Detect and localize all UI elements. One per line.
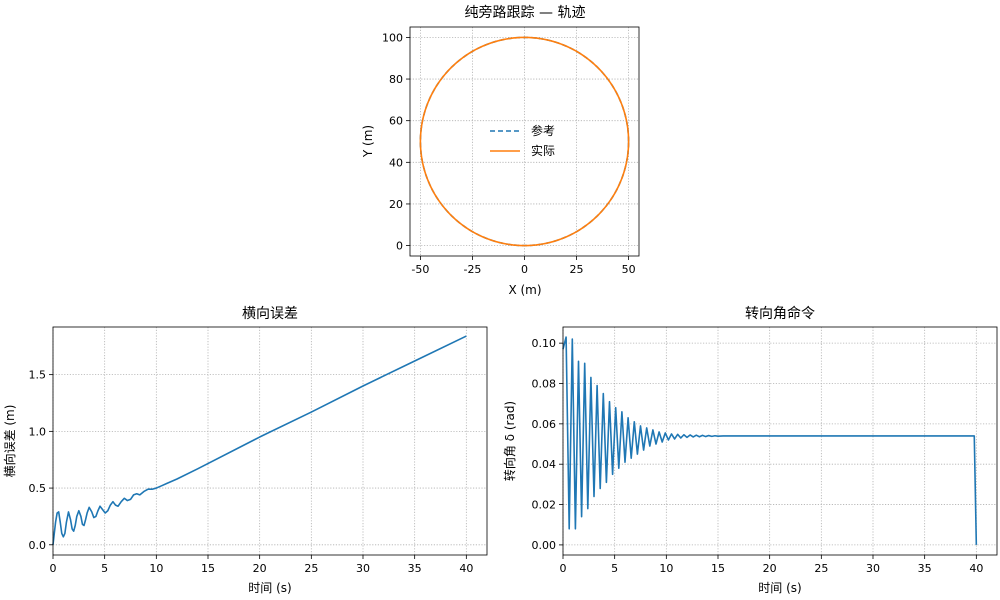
steering-y-tick-label: 0.02	[532, 499, 557, 512]
lateral-error-x-tick-label: 30	[356, 562, 370, 575]
steering-panel: 转向角命令 0 5 10 15 20 25 30 35 40 0.00 0.02 0.04 0.06 0.…	[502, 305, 998, 595]
trajectory-y-tick-label: 40	[389, 156, 403, 169]
trajectory-x-tick-label: -50	[411, 263, 429, 276]
steering-x-label: 时间 (s)	[758, 581, 801, 595]
lateral-error-x-label: 时间 (s)	[248, 581, 291, 595]
lateral-error-y-label: 横向误差 (m)	[2, 405, 17, 478]
steering-x-tick-label: 0	[560, 562, 567, 575]
trajectory-x-tick-label: -25	[463, 263, 481, 276]
lateral-error-x-tick-label: 0	[50, 562, 57, 575]
trajectory-y-tick-label: 0	[396, 240, 403, 253]
trajectory-y-tick-label: 80	[389, 73, 403, 86]
lateral-error-x-tick-label: 20	[253, 562, 267, 575]
lateral-error-axes-frame	[52, 326, 488, 556]
steering-y-tick-label: 0.08	[532, 377, 557, 390]
steering-series-line-1	[562, 336, 978, 545]
trajectory-x-tick-label: 25	[570, 263, 584, 276]
trajectory-y-tick-label: 20	[389, 198, 403, 211]
steering-x-tick-label: 30	[866, 562, 880, 575]
trajectory-title: 纯旁路跟踪 — 轨迹	[465, 4, 586, 21]
lateral-error-series-line-1	[52, 335, 467, 545]
steering-y-label: 转向角 δ (rad)	[502, 401, 517, 481]
legend-reference-label: 参考	[531, 123, 555, 138]
trajectory-panel: 纯旁路跟踪 — 轨迹 -50 -25 0 25 50 0 20 40 60 80 100 X (m)…	[361, 4, 640, 297]
lateral-error-title: 横向误差	[242, 306, 298, 322]
steering-y-tick-label: 0.06	[532, 418, 557, 431]
steering-axes-frame	[562, 326, 998, 556]
steering-y-tick-label: 0.04	[532, 458, 557, 471]
steering-y-tick-label: 0.00	[532, 539, 557, 552]
lateral-error-y-tick-label: 0.0	[29, 539, 47, 552]
lateral-error-y-tick-label: 0.5	[29, 482, 47, 495]
steering-x-tick-label: 40	[969, 562, 983, 575]
lateral-error-y-tick-label: 1.0	[29, 425, 47, 438]
steering-x-tick-label: 10	[659, 562, 673, 575]
trajectory-y-label: Y (m)	[361, 125, 375, 158]
trajectory-y-tick-label: 100	[382, 31, 403, 44]
lateral-error-x-tick-label: 25	[304, 562, 318, 575]
lateral-error-x-tick-label: 5	[101, 562, 108, 575]
trajectory-y-tick-label: 60	[389, 115, 403, 128]
steering-x-tick-label: 15	[711, 562, 725, 575]
steering-y-tick-label: 0.10	[532, 337, 557, 350]
trajectory-series-line-1	[419, 36, 630, 247]
trajectory-series-line-2	[419, 36, 630, 247]
lateral-error-x-tick-label: 35	[408, 562, 422, 575]
lateral-error-x-tick-label: 10	[149, 562, 163, 575]
lateral-error-y-tick-label: 1.5	[29, 369, 47, 382]
lateral-error-panel: 横向误差 0 5 10 15 20 25 30 35 40 0.0 0.5 1.0 1.5 时间 (s)…	[2, 306, 488, 595]
trajectory-legend: 参考 实际	[490, 123, 555, 158]
trajectory-x-tick-label: 50	[622, 263, 636, 276]
trajectory-x-label: X (m)	[508, 283, 541, 297]
steering-x-tick-label: 25	[814, 562, 828, 575]
steering-title: 转向角命令	[745, 305, 815, 322]
lateral-error-x-tick-label: 40	[459, 562, 473, 575]
steering-x-tick-label: 5	[611, 562, 618, 575]
lateral-error-x-tick-label: 15	[201, 562, 215, 575]
legend-actual-label: 实际	[531, 143, 555, 158]
trajectory-x-tick-label: 0	[521, 263, 528, 276]
steering-x-tick-label: 20	[763, 562, 777, 575]
steering-x-tick-label: 35	[918, 562, 932, 575]
